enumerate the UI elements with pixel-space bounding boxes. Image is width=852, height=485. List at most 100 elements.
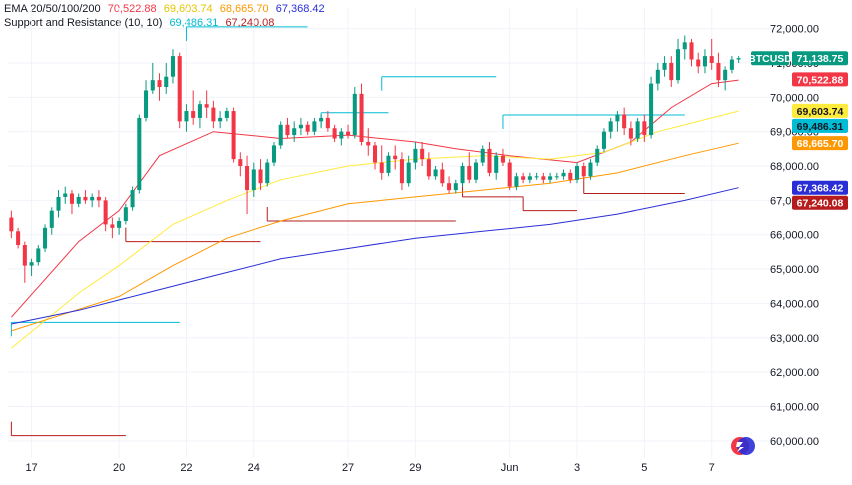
candle-body (312, 121, 317, 132)
candle-body (339, 131, 344, 139)
candle-body (103, 200, 108, 225)
candles (9, 35, 741, 283)
candle-body (238, 159, 243, 167)
ema100-value: 68,665.70 (219, 3, 269, 15)
candle-body (204, 104, 209, 108)
x-tick-label: 24 (248, 462, 260, 474)
candle-body (635, 121, 640, 139)
candle-body (494, 155, 499, 173)
candle-body (9, 217, 14, 232)
candle-body (150, 80, 155, 91)
candle-body (379, 162, 384, 173)
candle-body (22, 245, 27, 266)
price-tag (792, 72, 848, 87)
candle-body (447, 183, 452, 191)
x-tick-label: 5 (641, 462, 647, 474)
support-value: 67,240.08 (225, 17, 275, 29)
candle-body (615, 114, 620, 122)
candle-body (319, 117, 324, 122)
candle-body (359, 93, 364, 142)
candle-body (211, 107, 216, 122)
candle-body (36, 248, 41, 263)
candle-body (224, 111, 229, 118)
y-tick-label: 66,000.00 (770, 230, 819, 242)
price-tag-label: 70,522.88 (797, 74, 844, 86)
ema100-line (11, 142, 739, 332)
candle-body (709, 56, 714, 63)
candle-body (426, 159, 431, 177)
candle-body (702, 56, 707, 67)
candle-body (83, 196, 88, 201)
ema20-value: 70,522.88 (107, 3, 157, 15)
price-tag (792, 195, 848, 210)
candle-body (137, 117, 142, 191)
candle-body (191, 111, 196, 118)
sr-legend: Support and Resistance (10, 10) 69,486.3… (4, 17, 278, 29)
y-axis: 60,000.00 61,000.00 62,000.00 63,000.00 64,0… (770, 24, 819, 448)
candle-body (507, 162, 512, 187)
candle-body (736, 58, 741, 60)
ema200-value: 67,368.42 (275, 3, 325, 15)
ema200-line (11, 187, 739, 325)
price-tag-label: 68,665.70 (797, 138, 844, 150)
candle-body (285, 124, 290, 136)
candle-body (69, 193, 74, 204)
candle-body (265, 162, 270, 184)
candle-body (352, 93, 357, 136)
grid (8, 8, 790, 458)
candle-body (130, 190, 135, 208)
candle-body (622, 114, 627, 129)
y-tick-label: 68,000.00 (770, 161, 819, 173)
candle-body (595, 148, 600, 163)
candle-body (298, 124, 303, 129)
price-tag-label: 71,138.75 (797, 53, 844, 65)
x-tick-label: 29 (409, 462, 421, 474)
candle-body (43, 227, 48, 249)
candle-body (413, 148, 418, 163)
candle-body (325, 117, 330, 129)
candle-body (251, 169, 256, 191)
ema50-value: 69,603.74 (163, 3, 213, 15)
candle-body (642, 121, 647, 136)
logo-bolt (736, 442, 744, 452)
price-tag-label: 69,486.31 (797, 121, 844, 133)
candle-body (90, 196, 95, 201)
price-tag (792, 51, 848, 66)
candle-body (581, 166, 586, 177)
candle-body (157, 80, 162, 88)
candle-body (662, 62, 667, 70)
y-tick-label: 61,000.00 (770, 401, 819, 413)
candle-body (453, 183, 458, 191)
candle-body (96, 196, 101, 201)
symbol-label: BTCUSD (748, 53, 792, 65)
ema-legend-label: EMA 20/50/100/200 (4, 3, 101, 15)
x-tick-label: 3 (574, 462, 580, 474)
price-tag-label: 69,603.74 (797, 106, 844, 118)
candle-body (521, 176, 526, 180)
resistance-value: 69,486.31 (169, 17, 219, 29)
candle-body (63, 193, 68, 197)
candle-body (117, 220, 122, 228)
price-tag (792, 118, 848, 133)
x-tick-label: 17 (25, 462, 37, 474)
price-tags: BTCUSD 71,138.75 70,522.88 69,603.74 69,486.… (748, 51, 848, 210)
x-tick-label: 22 (180, 462, 192, 474)
sr-legend-label: Support and Resistance (10, 10) (4, 17, 163, 29)
y-tick-label: 72,000.00 (770, 24, 819, 36)
candle-body (49, 210, 54, 228)
y-tick-label: 64,000.00 (770, 298, 819, 310)
x-axis: 17 20 22 24 27 29 Jun 3 5 7 (25, 462, 714, 474)
x-tick-label: 7 (709, 462, 715, 474)
candle-body (696, 59, 701, 67)
candle-body (393, 155, 398, 160)
candle-body (655, 69, 660, 84)
y-tick-label: 70,000.00 (770, 92, 819, 104)
candle-body (601, 131, 606, 149)
candle-body (561, 172, 566, 177)
candle-body (218, 117, 223, 122)
candle-body (689, 42, 694, 60)
candle-body (258, 169, 263, 184)
candle-body (170, 56, 176, 77)
candle-body (346, 131, 351, 136)
